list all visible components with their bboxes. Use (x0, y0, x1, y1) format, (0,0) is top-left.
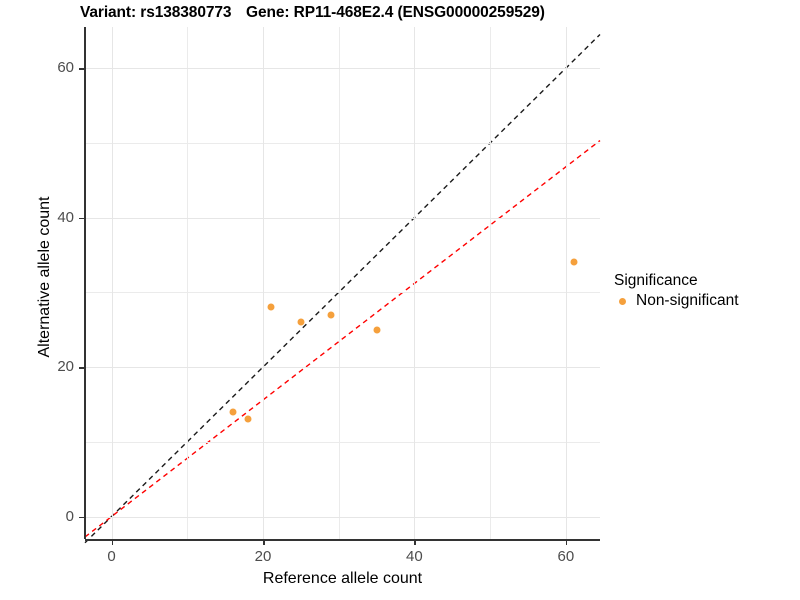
y-axis-title: Alternative allele count (36, 196, 53, 358)
variant-title: Variant: rs138380773 (80, 4, 232, 21)
gridline-y-60 (85, 68, 600, 70)
y-tick-label-0: 0 (65, 507, 74, 525)
identity-line (84, 33, 601, 544)
data-point[interactable] (267, 303, 275, 311)
x-tick-mark-60 (565, 540, 568, 545)
data-point[interactable] (229, 408, 237, 416)
data-point[interactable] (327, 311, 335, 319)
legend: Significance Non-significant (614, 272, 739, 310)
legend-dot-swatch (619, 297, 626, 305)
x-axis-title: Reference allele count (262, 570, 423, 587)
gridline-x-0 (111, 27, 113, 539)
legend-item-non-significant[interactable]: Non-significant (614, 292, 739, 310)
gridline-x-20 (263, 27, 264, 539)
gene-title: Gene: RP11-468E2.4 (ENSG00000259529) (246, 4, 545, 21)
legend-point-icon (614, 293, 631, 310)
gridline-y-30 (85, 292, 600, 294)
y-tick-mark-0 (79, 516, 84, 519)
x-tick-mark-0 (111, 540, 113, 545)
x-axis-line (85, 539, 600, 541)
y-tick-mark-20 (79, 367, 84, 369)
gridline-y-40 (85, 217, 600, 219)
legend-title: Significance (614, 272, 698, 289)
y-tick-label-20: 20 (57, 358, 74, 376)
x-tick-label-40: 40 (406, 548, 423, 565)
x-tick-label-0: 0 (107, 548, 116, 565)
x-tick-mark-40 (414, 540, 416, 545)
gridline-x-30 (338, 27, 340, 539)
data-point[interactable] (297, 318, 305, 326)
fit-line (84, 139, 601, 538)
y-tick-label-40: 40 (57, 208, 74, 226)
gridline-y-0 (85, 516, 600, 518)
plot-panel (84, 27, 601, 544)
gridline-y-10 (85, 441, 600, 443)
reference-lines-layer (84, 33, 601, 544)
y-tick-mark-60 (79, 68, 84, 70)
x-tick-mark-20 (263, 540, 265, 545)
y-tick-mark-40 (79, 217, 84, 220)
data-point[interactable] (373, 326, 381, 334)
data-point[interactable] (244, 415, 252, 423)
gridline-x-40 (414, 27, 416, 539)
y-axis-line (84, 27, 86, 539)
gridline-x-60 (565, 27, 567, 539)
gridline-x-50 (490, 27, 492, 539)
gridline-x-10 (187, 27, 189, 539)
x-tick-label-60: 60 (557, 548, 575, 565)
y-tick-label-60: 60 (57, 59, 74, 77)
gridline-y-20 (85, 367, 600, 369)
data-point[interactable] (570, 258, 577, 266)
gridline-y-50 (85, 142, 600, 144)
x-tick-label-20: 20 (254, 548, 272, 565)
legend-item-label: Non-significant (636, 292, 739, 309)
